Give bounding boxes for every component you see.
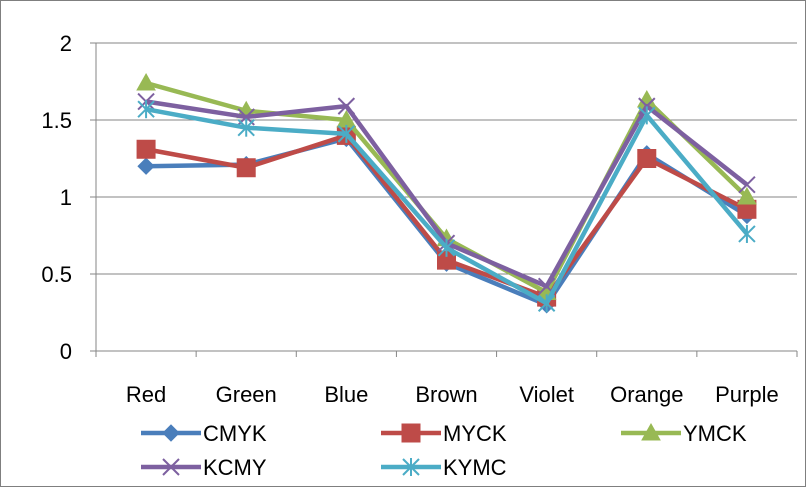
y-tick-label: 1: [60, 185, 72, 210]
data-point: [638, 106, 656, 125]
x-tick-label: Blue: [324, 382, 368, 407]
data-point: [437, 238, 456, 257]
legend-label: CMYK: [203, 421, 267, 446]
y-tick-label: 0.5: [41, 262, 72, 287]
data-point: [136, 139, 156, 159]
y-tick-label: 0: [60, 339, 72, 364]
data-point: [537, 294, 556, 313]
legend-marker: [162, 458, 180, 476]
legend-label: KCMY: [203, 455, 267, 480]
x-tick-label: Green: [216, 382, 277, 407]
data-point: [137, 157, 155, 175]
y-tick-label: 2: [60, 31, 72, 56]
data-point: [337, 97, 356, 115]
y-tick-label: 1.5: [41, 108, 72, 133]
data-point: [337, 124, 356, 143]
x-tick-label: Orange: [610, 382, 683, 407]
data-point: [137, 100, 155, 119]
axes: [90, 42, 798, 357]
series-kymc: [137, 100, 756, 313]
legend-item-kcmy: KCMY: [141, 455, 267, 480]
x-tick-label: Purple: [715, 382, 779, 407]
series-myck: [136, 125, 757, 307]
x-tick-label: Brown: [415, 382, 477, 407]
legend-item-ymck: YMCK: [621, 421, 747, 446]
legend-item-kymc: KYMC: [381, 455, 507, 480]
legend-item-myck: MYCK: [381, 421, 507, 446]
legend-label: YMCK: [683, 421, 747, 446]
data-point: [637, 149, 657, 168]
data-point: [237, 118, 255, 137]
data-point: [638, 97, 656, 115]
tick-labels: 0 0.5 1 1.5 2 Red Green Blue Brown Violet Orange Pu…: [41, 31, 778, 407]
x-tick-label: Violet: [519, 382, 574, 407]
data-point: [737, 186, 757, 205]
legend-marker: [641, 422, 661, 441]
data-point: [738, 224, 756, 243]
data-point: [738, 175, 756, 194]
legend-label: MYCK: [443, 421, 507, 446]
x-tick-label: Red: [126, 382, 166, 407]
legend-marker: [402, 458, 420, 476]
data-point: [136, 73, 156, 91]
legend: CMYK MYCK YMCK KCMY KYMC: [141, 421, 747, 480]
legend-item-cmyk: CMYK: [141, 421, 267, 446]
legend-marker: [162, 424, 180, 442]
legend-label: KYMC: [443, 455, 507, 480]
data-point: [236, 158, 256, 178]
legend-marker: [401, 423, 421, 443]
plot-series: [136, 73, 757, 314]
series-cmyk: [137, 129, 756, 314]
